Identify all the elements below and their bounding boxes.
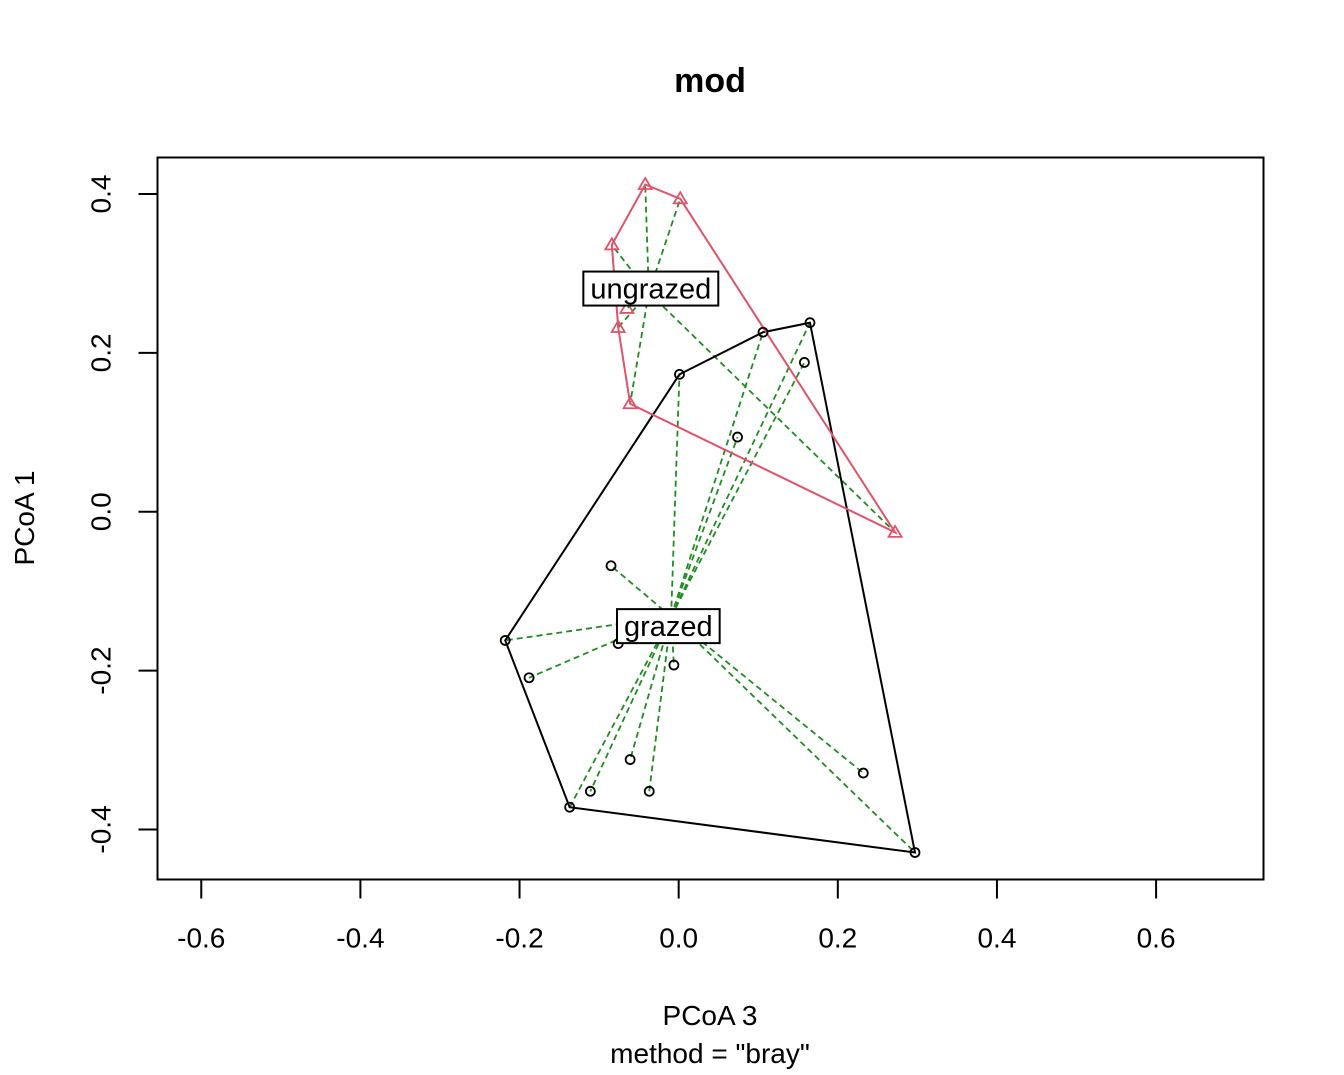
group-label-grazed: grazed [615,608,721,645]
y-tick-label: 0.4 [86,175,117,214]
spider-line-grazed [670,436,739,617]
point-grazed [804,317,816,329]
y-tick-label: 0.0 [86,492,117,531]
data-points [499,176,921,858]
point-grazed [732,431,743,443]
spider-line-grazed [670,615,916,854]
y-tick-label: 0.2 [86,333,117,372]
point-ungrazed [618,300,636,314]
group-label-text: ungrazed [590,274,711,306]
point-grazed [909,847,921,858]
point-grazed [584,785,596,797]
point-ungrazed [672,190,689,205]
point-ungrazed [603,236,620,251]
spider-line-grazed [670,362,806,618]
hull-polygons [504,183,917,854]
x-tick-label: -0.6 [177,923,225,954]
point-grazed [798,357,810,368]
point-ungrazed [637,176,654,190]
spider-line-ungrazed [647,198,682,293]
point-grazed [605,560,617,572]
x-tick-label: -0.4 [336,923,384,954]
point-grazed [674,368,685,380]
spider-line-ungrazed [629,292,650,404]
spider-line-grazed [670,374,681,617]
y-axis: -0.4 -0.2 0.0 0.2 0.4 [86,175,159,854]
spider-line-grazed [670,322,811,617]
hull-ungrazed [610,183,898,535]
point-grazed [523,672,535,684]
spider-line-grazed [610,565,672,618]
point-grazed [668,659,680,671]
point-grazed [564,801,576,813]
y-tick-label: -0.2 [86,646,117,694]
spider-line-grazed [568,616,672,808]
chart-title: mod [674,62,746,100]
point-grazed [499,635,511,646]
spider-line-grazed [589,616,672,792]
point-grazed [857,767,869,779]
spider-line-grazed [505,615,672,642]
x-axis: -0.6 -0.4 -0.2 0.0 0.2 0.4 0.6 [177,878,1176,954]
plot-frame [156,156,1265,881]
group-label-text: grazed [624,611,713,643]
group-labels: grazed ungrazed [582,270,721,645]
point-ungrazed [887,524,904,538]
spider-line-ungrazed [617,291,650,329]
point-ungrazed [622,395,639,410]
group-label-box [582,270,720,307]
y-tick-label: -0.4 [86,805,117,853]
group-label-box [615,608,721,645]
point-grazed [643,785,655,797]
spider-line-ungrazed [648,291,896,534]
x-tick-label: 0.0 [659,923,698,954]
hull-grazed [504,321,917,854]
spider-line-grazed [670,331,764,617]
point-grazed [624,754,636,765]
point-grazed [757,326,769,338]
point-ungrazed [610,319,627,333]
x-axis-label: PCoA 3 [663,1000,758,1031]
x-tick-label: 0.2 [818,923,857,954]
spider-line-ungrazed [644,184,650,293]
x-tick-label: -0.2 [495,923,543,954]
x-tick-label: 0.6 [1137,923,1176,954]
y-axis-label: PCoA 1 [9,471,40,566]
x-tick-label: 0.4 [977,923,1016,954]
group-label-ungrazed: ungrazed [582,270,720,307]
x-axis-subtitle: method = "bray" [610,1038,810,1069]
